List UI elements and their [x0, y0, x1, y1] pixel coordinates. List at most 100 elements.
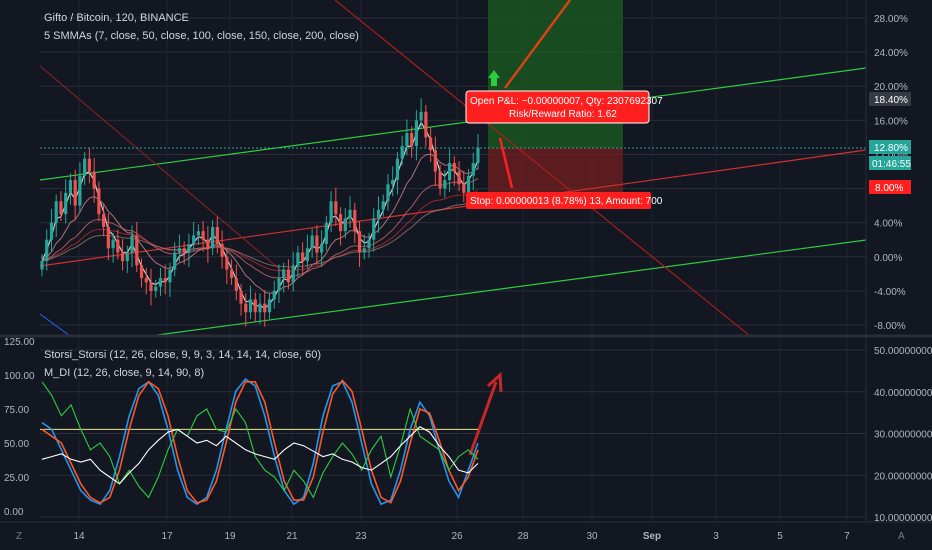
candle-body: [215, 226, 219, 244]
time-tick-label: 19: [224, 531, 236, 542]
candle-body: [424, 111, 428, 138]
candle-body: [476, 147, 480, 163]
candle-body: [258, 303, 262, 313]
time-tick-label: 23: [355, 531, 367, 542]
indicator-left-tick-label: 125.00: [4, 337, 35, 348]
red-trend-line[interactable]: [39, 149, 867, 267]
candle-body: [73, 180, 77, 206]
candle-body: [329, 201, 333, 223]
candle-body: [54, 201, 58, 223]
blue-line: [39, 313, 71, 337]
candle-body: [362, 248, 366, 253]
stoch-d-line: [41, 379, 479, 504]
countdown-tag: 01:46:55: [869, 156, 911, 170]
arrow-up-indicator[interactable]: [468, 381, 498, 456]
stop-price-tag: 8.00%: [869, 180, 911, 194]
candle-body: [386, 184, 390, 202]
trade-pnl-text: Open P&L: −0.00000007, Qty: 2307692307: [470, 96, 663, 107]
candle-body: [173, 252, 177, 270]
time-tick-label: 3: [713, 531, 719, 542]
price-tick-label: 24.00%: [874, 48, 908, 59]
indicator-left-tick-label: 100.00: [4, 371, 35, 382]
candle-body: [343, 218, 347, 232]
candle-body: [291, 265, 295, 283]
price-tick-label: 28.00%: [874, 14, 908, 25]
candle-body: [49, 222, 54, 240]
candle-body: [59, 201, 63, 215]
arrow-up-indicator-head: [486, 371, 503, 393]
price-tick-label: -4.00%: [874, 287, 906, 298]
candle-body: [125, 252, 129, 262]
time-tick-label: 26: [451, 531, 463, 542]
candle-body: [391, 180, 395, 185]
stoch-legend[interactable]: Storsi_Storsi (12, 26, close, 9, 9, 3, 1…: [44, 349, 321, 361]
time-tick-label: 28: [517, 531, 529, 542]
candle-body: [154, 286, 158, 291]
mdi-line: [41, 426, 479, 485]
candle-body: [381, 201, 385, 210]
candle-body: [144, 278, 148, 283]
indicator-axis-right[interactable]: 50.00000000 40.00000000 30.00000000 20.0000…: [874, 346, 932, 524]
candle-body: [120, 252, 125, 262]
candle-body: [116, 239, 120, 253]
time-axis[interactable]: 14 17 19 21 23 26 28 30 Sep 3 5 7: [73, 531, 850, 542]
candle-body: [220, 243, 224, 257]
candle-body: [452, 162, 456, 172]
mdi-legend[interactable]: M_DI (12, 26, close, 9, 14, 90, 8): [44, 367, 204, 379]
auto-scale-icon[interactable]: A: [898, 531, 905, 542]
candle-body: [457, 171, 461, 185]
candle-body: [462, 184, 466, 193]
candle-body: [196, 231, 200, 236]
green-up-arrow-icon[interactable]: [488, 70, 500, 86]
stop-info-box[interactable]: Stop: 0.00000013 (8.78%) 13, Amount: 700: [466, 192, 663, 209]
price-axis[interactable]: 28.00% 24.00% 20.00% 16.00% 12.00% 8.00% 4.00%…: [874, 14, 908, 332]
trade-info-box[interactable]: Open P&L: −0.00000007, Qty: 2307692307 R…: [465, 90, 663, 124]
arrow-to-target[interactable]: [503, 0, 572, 89]
lower-channel-line[interactable]: [149, 239, 867, 337]
candle-body: [111, 239, 115, 249]
upper-price-tag: 18.40%: [869, 92, 911, 106]
candle-body: [139, 265, 144, 279]
descending-line-1[interactable]: [334, 0, 751, 337]
candle-body: [338, 214, 343, 232]
smma-200-line: [41, 198, 479, 268]
indicator-right-tick-label: 30.00000000: [874, 430, 932, 441]
candle-body: [447, 162, 452, 181]
candle-body: [64, 192, 68, 215]
candle-body: [92, 171, 96, 189]
indicator-right-tick-label: 40.00000000: [874, 388, 932, 399]
indicator-series: [41, 378, 479, 506]
candle-body: [192, 235, 196, 244]
candles: [40, 98, 480, 327]
indicator-left-tick-label: 25.00: [4, 473, 29, 484]
arrow-to-box[interactable]: [498, 137, 514, 189]
candle-body: [348, 209, 352, 219]
candle-body: [163, 278, 167, 283]
candle-body: [334, 201, 338, 215]
candle-body: [376, 209, 381, 219]
indicator-right-tick-label: 10.00000000: [874, 513, 932, 524]
descending-line-2[interactable]: [39, 65, 291, 279]
smma-legend[interactable]: 5 SMMAs (7, close, 50, close, 100, close…: [44, 30, 359, 42]
candle-body: [263, 303, 267, 313]
candle-body: [305, 248, 309, 262]
candle-body: [201, 231, 205, 240]
candle-body: [367, 239, 371, 249]
current-price-tag: 12.80%: [869, 140, 911, 154]
candle-body: [234, 278, 238, 291]
candle-body: [372, 218, 376, 240]
time-tick-label: 7: [844, 531, 850, 542]
target-zone: [488, 0, 623, 148]
svg-text:8.00%: 8.00%: [875, 183, 903, 194]
upper-channel-line[interactable]: [39, 67, 867, 181]
candle-body: [177, 248, 182, 253]
candle-body: [433, 150, 437, 172]
symbol-title[interactable]: Gifto / Bitcoin, 120, BINANCE: [44, 12, 189, 24]
candle-body: [414, 120, 418, 146]
candle-body: [225, 256, 229, 270]
candle-body: [135, 235, 139, 266]
timezone-icon[interactable]: Z: [16, 531, 22, 542]
candle-body: [438, 171, 442, 189]
indicator-axis-left: 125.00 100.00 75.00 50.00 25.00 0.00: [4, 337, 35, 518]
